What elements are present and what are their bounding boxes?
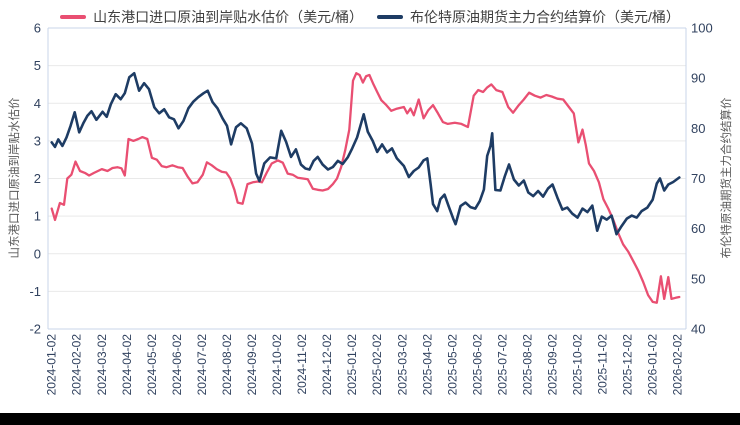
x-axis-tick-label: 2025-09-02: [546, 334, 560, 396]
right-axis-tick-label: 40: [691, 322, 705, 337]
x-axis-tick-label: 2024-07-02: [195, 334, 209, 396]
x-axis-tick-label: 2024-02-02: [70, 334, 84, 396]
bottom-black-bar: [0, 413, 740, 425]
x-axis-tick-label: 2025-11-02: [596, 334, 610, 395]
x-axis-tick-label: 2024-10-02: [270, 334, 284, 396]
x-axis-tick-label: 2025-01-02: [345, 334, 359, 396]
right-axis-tick-label: 70: [691, 171, 705, 186]
left-axis-title: 山东港口进口原油到岸贴水估价: [9, 97, 21, 259]
x-axis-tick-label: 2025-12-02: [621, 334, 635, 396]
x-axis-tick-label: 2025-08-02: [520, 334, 534, 396]
left-axis-tick-label: 5: [34, 58, 41, 73]
right-axis-tick-label: 100: [691, 21, 713, 36]
x-axis-tick-label: 2025-05-02: [445, 334, 459, 396]
left-axis-tick-label: -2: [29, 322, 41, 337]
x-axis-tick-label: 2025-07-02: [495, 334, 509, 396]
x-axis-tick-label: 2024-01-02: [45, 334, 59, 396]
dual-axis-line-chart: 6 5 4 3 2 1 0 -1 -2 100 90 80 70 60 50 40 2024-01-02 2024…: [29, 21, 713, 396]
x-axis-tick-label: 2024-08-02: [220, 334, 234, 396]
right-axis-tick-label: 50: [691, 271, 705, 286]
left-axis-tick-label: 1: [34, 209, 41, 224]
left-axis-tick-label: 6: [34, 21, 41, 36]
x-axis-tick-label: 2025-10-02: [571, 334, 585, 396]
right-axis-tick-label: 90: [691, 71, 705, 86]
x-axis-tick-label: 2024-04-02: [120, 334, 134, 396]
x-axis-tick-label: 2024-06-02: [170, 334, 184, 396]
series-line-shandong-discount: [50, 72, 681, 304]
x-axis-tick-label: 2024-11-02: [295, 334, 309, 395]
right-axis-tick-label: 80: [691, 121, 705, 136]
x-axis-tick-label: 2024-12-02: [320, 334, 334, 396]
x-axis-tick-label: 2024-09-02: [245, 334, 259, 396]
x-axis-tick-label: 2026-01-02: [646, 334, 660, 396]
x-axis-tick-label: 2025-04-02: [420, 334, 434, 396]
left-axis-tick-label: 0: [34, 246, 41, 261]
x-axis-tick-label: 2024-05-02: [145, 334, 159, 396]
left-axis-tick-label: 4: [34, 96, 41, 111]
x-axis-tick-label: 2024-03-02: [95, 334, 109, 396]
x-axis-tick-label: 2026-02-02: [671, 334, 685, 396]
series-line-brent-settlement: [50, 71, 681, 236]
left-axis-tick-label: 3: [34, 133, 41, 148]
x-axis-tick-label: 2025-02-02: [370, 334, 384, 396]
right-axis-tick-label: 60: [691, 221, 705, 236]
right-axis-title: 布伦特原油期货主力合约结算价: [721, 97, 733, 259]
left-axis-tick-label: -1: [29, 284, 41, 299]
x-axis-tick-label: 2025-03-02: [395, 334, 409, 396]
left-axis-tick-label: 2: [34, 171, 41, 186]
x-axis-tick-label: 2025-06-02: [470, 334, 484, 396]
